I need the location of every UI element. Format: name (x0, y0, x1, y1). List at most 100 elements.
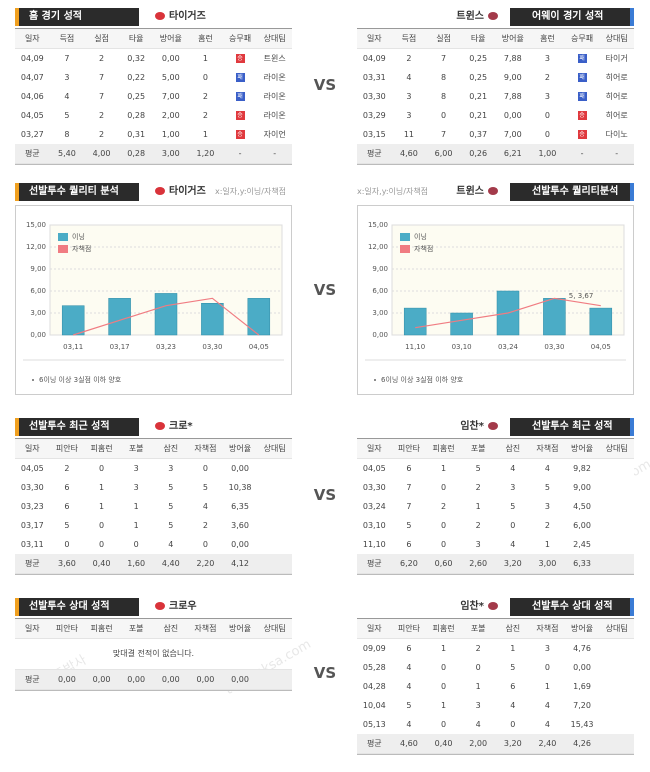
bar (154, 293, 178, 336)
table-row: 04,09 7 2 0,32 0,00 1 승 트윈스 (15, 49, 292, 69)
average-cell: 0,40 (434, 739, 453, 748)
average-cell: 0,60 (434, 559, 453, 568)
table-cell: 히어로 (605, 73, 628, 82)
table-cell: 6,00 (573, 521, 591, 530)
table-cell: 라이온 (263, 92, 286, 101)
x-tick-label: 03,30 (544, 343, 564, 351)
average-cell: 6,20 (400, 559, 418, 568)
bar (543, 298, 566, 336)
average-cell: 0,00 (161, 675, 180, 684)
column-header: 포볼 (470, 624, 486, 633)
table-row: 03,29 3 0 0,21 0,00 0 승 히어로 (357, 106, 634, 126)
table-cell: 10,04 (362, 701, 386, 710)
bar (108, 298, 131, 336)
y-tick-label: 12,00 (368, 243, 388, 251)
average-cell: 1,60 (127, 559, 146, 568)
table-cell: 1 (441, 464, 447, 473)
team-logo (488, 602, 498, 610)
table-cell: 0,32 (127, 54, 146, 63)
result-cell: 승 (565, 106, 600, 125)
table-cell: 05,28 (362, 663, 386, 672)
column-header: 피안타 (397, 444, 420, 453)
average-cell: - (580, 149, 584, 158)
table-cell: 6 (64, 483, 70, 492)
y-tick-label: 3,00 (372, 309, 388, 317)
table-cell: 2 (441, 502, 447, 511)
table-cell: 03,30 (20, 483, 44, 492)
table-row: 03,30 7 0 2 3 5 9,00 (357, 478, 634, 498)
table-cell: 04,05 (20, 111, 44, 120)
table-cell: 2 (202, 521, 208, 530)
x-tick-label: 03,23 (156, 343, 176, 351)
legend-label: 이닝 (414, 232, 427, 241)
result-icon: 패 (577, 92, 587, 101)
y-tick-label: 15,00 (26, 221, 46, 229)
table-row: 04,09 2 7 0,25 7,88 3 패 타이거 (357, 49, 634, 69)
table-cell: 4 (168, 540, 174, 549)
table-cell: 1 (133, 521, 139, 530)
table-cell: 6 (64, 502, 70, 511)
y-tick-label: 0,00 (30, 331, 46, 339)
table-cell: 04,07 (20, 73, 44, 82)
table-cell: 03,31 (362, 73, 386, 82)
average-cell: - (615, 149, 619, 158)
line-series (415, 297, 601, 329)
table-cell: 3 (406, 111, 412, 120)
column-header: 실점 (436, 34, 451, 43)
column-header: 방어율 (229, 624, 252, 633)
table-row: 04,05 6 1 5 4 4 9,82 (357, 459, 634, 479)
team-logo (155, 422, 165, 430)
table-cell: 4 (406, 682, 412, 691)
average-cell: 4,12 (231, 559, 249, 568)
table-cell: 자이언 (263, 130, 286, 139)
table-cell: 5 (168, 483, 174, 492)
table-cell: 0,00 (161, 54, 180, 63)
section-title: 선발투수 퀄리티분석 (510, 183, 634, 201)
table-cell: 4 (406, 663, 412, 672)
legend-swatch (400, 233, 410, 241)
table-cell: 5 (510, 663, 516, 672)
x-tick-label: 03,17 (110, 343, 130, 351)
y-tick-label: 12,00 (26, 243, 46, 251)
table-cell: 0,31 (127, 130, 146, 139)
table-row: 11,10 6 0 3 4 1 2,45 (357, 535, 634, 555)
table-cell: 1 (202, 130, 208, 139)
legend-swatch (58, 245, 68, 253)
average-cell: 0,00 (92, 675, 111, 684)
table-cell: 4 (202, 502, 208, 511)
result-icon: 승 (235, 54, 245, 63)
table-cell: 1 (202, 54, 208, 63)
column-header: 피홈런 (90, 624, 113, 633)
table-cell: 5 (510, 502, 516, 511)
table-cell: 3,60 (231, 521, 249, 530)
legend-swatch (58, 233, 68, 241)
table-cell: 3 (168, 464, 174, 473)
average-cell: 0,00 (231, 675, 249, 684)
y-tick-label: 3,00 (30, 309, 46, 317)
table-row: 일자 득점 실점 타율 방어율 홈런 승무패 상대팀 (357, 29, 634, 49)
team-logo (155, 12, 165, 20)
table-cell: 0 (202, 73, 208, 82)
table-row: 03,17 5 0 1 5 2 3,60 (15, 516, 292, 536)
table-cell: 4 (64, 92, 70, 101)
section-title: 홈 경기 성적 (15, 8, 139, 26)
average-cell: 0,00 (127, 675, 146, 684)
table-cell: 0 (475, 663, 481, 672)
table-cell: 4 (406, 73, 412, 82)
team-label: 트윈스 (456, 183, 502, 201)
table-cell: 1 (99, 483, 105, 492)
table-cell: 3 (406, 92, 412, 101)
y-tick-label: 9,00 (372, 265, 388, 273)
team-logo (155, 187, 165, 195)
table-row: 일자 피안타 피홈런 포볼 삼진 자책점 방어율 상대팀 (15, 619, 292, 639)
y-tick-label: 6,00 (372, 287, 388, 295)
table-cell: 0 (544, 663, 550, 672)
team-label: 임찬* (460, 598, 502, 616)
table-cell: 03,23 (20, 502, 44, 511)
table-cell: 2 (544, 521, 550, 530)
table-cell: 0,00 (231, 540, 249, 549)
team-label: 타이거즈 (151, 8, 206, 26)
team-label: 임찬* (460, 418, 502, 436)
average-cell: 6,21 (503, 149, 522, 158)
table-cell: 6,35 (231, 502, 249, 511)
